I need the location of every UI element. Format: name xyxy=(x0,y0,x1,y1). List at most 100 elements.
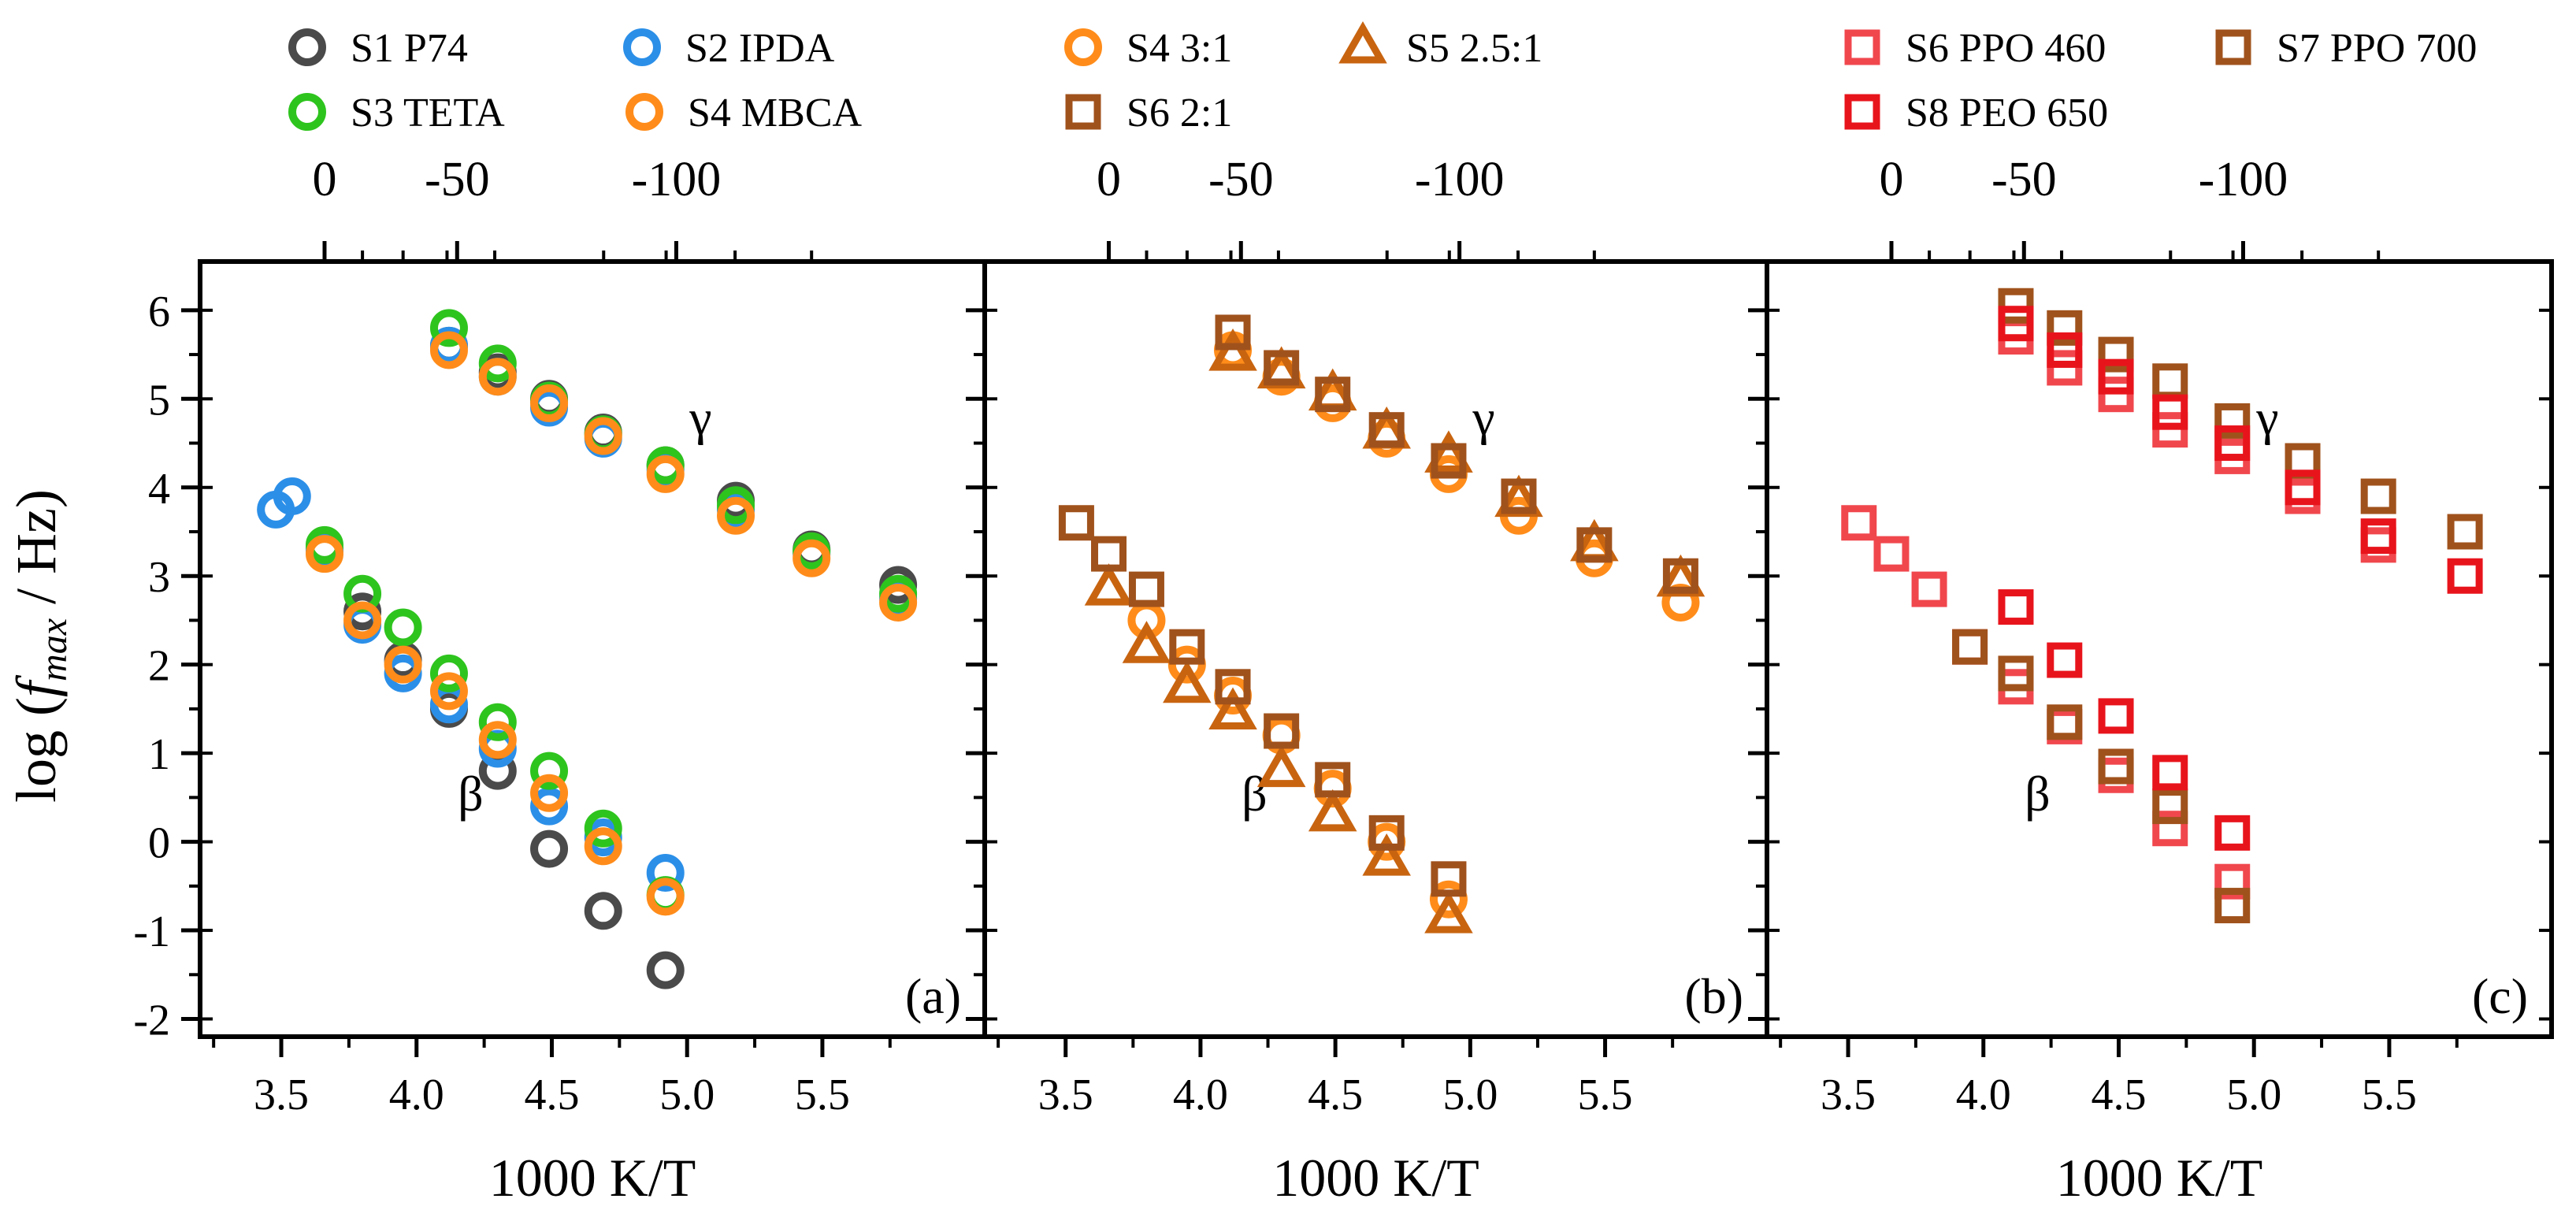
y-tick-label: -2 xyxy=(133,996,170,1045)
panels: 3.5 4.0 4.5 5.0 5.5 1000 K/T -2 -1 0 1 2 3 4 5 6 0 -50 -1… xyxy=(133,153,2554,1208)
data-point xyxy=(2214,863,2251,900)
x-ticks: 3.5 4.0 4.5 5.0 5.5 xyxy=(212,1037,892,1119)
top-axis: 0 -50 -100 xyxy=(312,153,814,262)
legend-item-s4-mbca: S4 MBCA xyxy=(625,91,863,135)
top-tick-label: 0 xyxy=(1097,153,1121,206)
y-tick-label: 6 xyxy=(148,288,170,336)
data-point xyxy=(429,672,468,711)
y-axis-label-suffix: / Hz) xyxy=(5,489,68,618)
data-point xyxy=(530,752,569,790)
data-point xyxy=(1163,660,1212,703)
y-axis-label: log (fmax / Hz) xyxy=(5,489,75,803)
y-ticks xyxy=(1748,308,2552,1022)
data-point xyxy=(2098,358,2134,395)
x-tick-label: 4.5 xyxy=(1308,1071,1363,1119)
legend-a: S1 P74 S2 IPDA S3 TETA S4 MBCA xyxy=(288,26,863,135)
legend-marker-s7-ppo-700 xyxy=(2215,29,2251,65)
data-point xyxy=(429,331,468,369)
legend-marker-s6-ppo-460 xyxy=(1844,29,1880,65)
y-tick-label: 0 xyxy=(148,819,170,868)
x-tick-label: 4.0 xyxy=(389,1071,444,1119)
gamma-annotation: γ xyxy=(2255,389,2278,445)
y-axis-label-prefix: log ( xyxy=(5,697,68,803)
data-point xyxy=(2098,336,2134,373)
panel-label: (c) xyxy=(2472,968,2528,1024)
x-tick-label: 4.0 xyxy=(1173,1071,1228,1119)
beta-annotation: β xyxy=(458,766,484,822)
top-tick-label: -100 xyxy=(1415,153,1505,206)
legend-label-s3-teta: S3 TETA xyxy=(351,91,505,135)
data-point xyxy=(1841,505,1877,541)
data-point xyxy=(646,951,685,989)
data-point xyxy=(1122,621,1171,663)
legend-label-s7-ppo-700: S7 PPO 700 xyxy=(2277,26,2477,71)
x-tick-label: 3.5 xyxy=(1821,1071,1876,1119)
data-point xyxy=(646,455,685,493)
data-point xyxy=(2214,425,2251,462)
data-point xyxy=(1368,815,1405,851)
data-point xyxy=(2214,403,2251,439)
data-point xyxy=(879,583,918,622)
x-tick-label: 5.0 xyxy=(1442,1071,1498,1119)
x-axis-title: 1000 K/T xyxy=(2056,1148,2263,1208)
legend-item-s6-ppo-460: S6 PPO 460 xyxy=(1844,26,2106,71)
legend-item-s4-3-1: S4 3:1 xyxy=(1064,26,1232,71)
legend-label-s4-mbca: S4 MBCA xyxy=(688,91,863,135)
data-point xyxy=(2152,755,2188,791)
top-tick-label: -100 xyxy=(2199,153,2288,206)
data-point xyxy=(1429,880,1468,919)
y-tick-label: 2 xyxy=(148,642,170,691)
panel-a: 3.5 4.0 4.5 5.0 5.5 1000 K/T -2 -1 0 1 2 3 4 5 6 0 -50 -1… xyxy=(133,153,987,1208)
x-ticks: 3.5 4.0 4.5 5.0 5.5 xyxy=(997,1037,1675,1119)
beta-annotation: β xyxy=(2025,766,2051,822)
legend-marker-s6-2-1 xyxy=(1065,94,1101,130)
data-point xyxy=(1208,687,1257,730)
top-tick-label: 0 xyxy=(312,153,336,206)
x-tick-label: 4.5 xyxy=(524,1071,579,1119)
data-point xyxy=(1431,861,1467,897)
data-point xyxy=(384,645,422,684)
y-ticks xyxy=(966,308,997,1022)
legend-label-s2-ipda: S2 IPDA xyxy=(685,26,835,71)
x-axis-title: 1000 K/T xyxy=(489,1148,696,1208)
data-point xyxy=(646,853,685,892)
legend-marker-s5-2-5-1 xyxy=(1338,20,1387,64)
data-point xyxy=(2214,888,2251,924)
x-tick-label: 4.0 xyxy=(1956,1071,2011,1119)
legend-marker-s4-mbca xyxy=(625,93,663,131)
data-point xyxy=(1952,629,1988,665)
y-tick-label: 5 xyxy=(148,376,170,425)
legend-label-s6-2-1: S6 2:1 xyxy=(1127,91,1232,135)
data-point xyxy=(478,703,517,741)
data-point xyxy=(1315,377,1351,413)
data-point xyxy=(1308,789,1357,832)
data-point xyxy=(1368,412,1405,448)
x-axis-title: 1000 K/T xyxy=(1272,1148,1479,1208)
legend-item-s7-ppo-700: S7 PPO 700 xyxy=(2215,26,2477,71)
data-point xyxy=(1424,430,1473,473)
data-point xyxy=(1215,669,1251,705)
data-point xyxy=(1084,563,1134,606)
data-point xyxy=(584,892,622,930)
y-tick-label: 4 xyxy=(148,465,170,514)
data-point xyxy=(2047,704,2083,740)
data-point xyxy=(1215,314,1251,351)
series-s4-mbca xyxy=(305,331,918,916)
y-tick-label: -1 xyxy=(133,907,170,956)
x-tick-label: 5.5 xyxy=(1578,1071,1633,1119)
data-point xyxy=(1431,443,1467,479)
data-point xyxy=(1128,571,1164,607)
data-point xyxy=(584,809,622,848)
top-axis: 0 -50 -100 xyxy=(1097,153,1596,262)
series-s6-2-1 xyxy=(1058,314,1698,897)
top-tick-label: 0 xyxy=(1879,153,1903,206)
data-point xyxy=(2360,478,2396,514)
data-point xyxy=(478,721,517,759)
legend-label-s1-p74: S1 P74 xyxy=(351,26,468,71)
data-point xyxy=(384,608,422,647)
data-point xyxy=(1362,833,1411,876)
legend-item-s2-ipda: S2 IPDA xyxy=(623,26,835,71)
data-point xyxy=(717,496,755,535)
data-point xyxy=(584,417,622,455)
panel-label: (a) xyxy=(905,968,961,1024)
